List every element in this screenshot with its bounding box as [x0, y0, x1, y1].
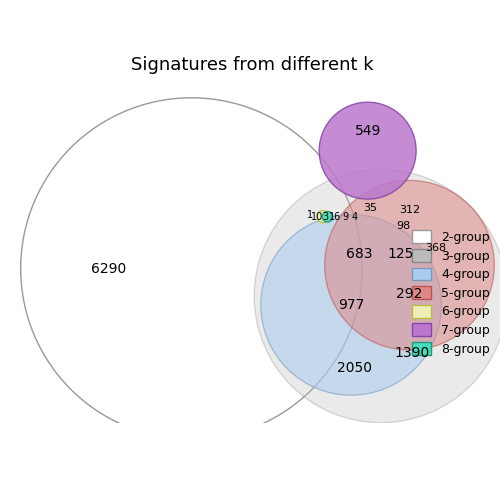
Text: 368: 368 [425, 242, 447, 253]
Text: 2050: 2050 [337, 361, 372, 374]
Text: 9: 9 [343, 212, 349, 222]
Circle shape [319, 102, 416, 199]
Legend: 2-group, 3-group, 4-group, 5-group, 6-group, 7-group, 8-group: 2-group, 3-group, 4-group, 5-group, 6-gr… [409, 226, 493, 359]
Text: 16: 16 [329, 212, 341, 222]
Text: 125: 125 [388, 247, 414, 261]
Circle shape [322, 212, 333, 222]
Text: 10: 10 [311, 212, 323, 222]
Text: 683: 683 [346, 247, 372, 261]
Text: 292: 292 [396, 287, 423, 301]
Text: 977: 977 [338, 298, 364, 312]
Text: 3: 3 [322, 212, 328, 222]
Circle shape [325, 180, 494, 350]
Text: 4: 4 [351, 212, 357, 222]
Title: Signatures from different k: Signatures from different k [131, 56, 373, 74]
Text: 35: 35 [363, 203, 377, 213]
Text: 312: 312 [399, 205, 420, 215]
Text: 549: 549 [354, 124, 381, 138]
Text: 1: 1 [307, 210, 313, 220]
Text: 98: 98 [396, 221, 410, 230]
Circle shape [317, 211, 329, 223]
Circle shape [254, 169, 504, 423]
Circle shape [261, 215, 442, 395]
Text: 6290: 6290 [91, 262, 127, 276]
Text: 1390: 1390 [394, 346, 429, 360]
